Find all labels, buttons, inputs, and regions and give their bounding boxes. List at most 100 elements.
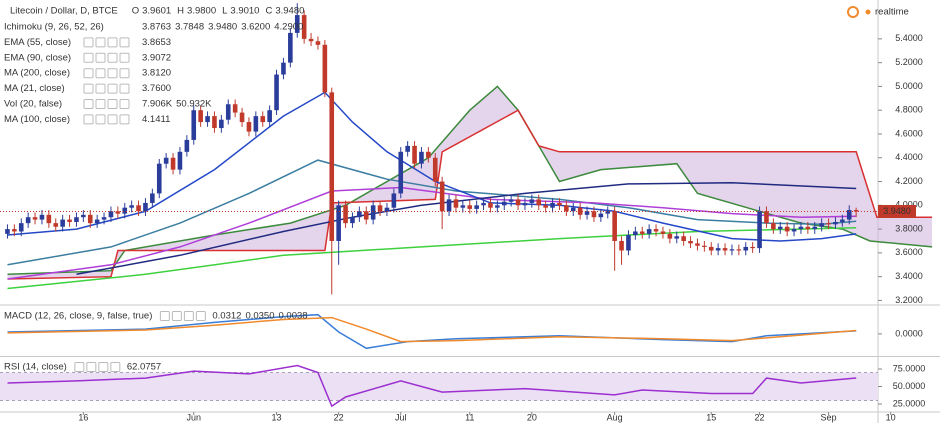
- legend-button: [83, 114, 94, 125]
- legend-value: 4.2900: [274, 22, 303, 33]
- legend-button: [83, 99, 94, 109]
- x-tick-label: Jun: [186, 412, 201, 422]
- legend-button: [107, 68, 118, 79]
- candle-body: [246, 122, 252, 132]
- candle-body: [219, 119, 224, 129]
- candle-body: [764, 211, 769, 224]
- candle-body: [646, 229, 652, 234]
- candle-body: [281, 62, 286, 75]
- candle-body: [522, 202, 528, 206]
- legend-value: 3.9072: [142, 52, 171, 63]
- candle-body: [446, 199, 452, 212]
- ohlc-key: H: [177, 6, 184, 17]
- indicator-line: [7, 186, 857, 280]
- candle-body: [674, 236, 680, 239]
- legend-button: [195, 311, 206, 321]
- candle-body: [350, 217, 355, 224]
- candle-body: [550, 202, 555, 208]
- candle-body: [39, 214, 45, 220]
- last-price-label: 3.9480: [883, 206, 911, 216]
- legend-button: [110, 362, 121, 372]
- candle-body: [481, 202, 486, 206]
- legend-value: 3.8763: [142, 22, 171, 33]
- indicator-line: [7, 316, 857, 343]
- legend-value: 3.7848: [175, 22, 204, 33]
- candle-body: [274, 74, 279, 111]
- candle-body: [46, 214, 52, 224]
- legend-button: [107, 114, 118, 125]
- candle-body: [488, 202, 493, 208]
- candle-body: [598, 213, 604, 218]
- candle-body: [18, 223, 24, 232]
- candle-body: [412, 145, 417, 164]
- indicator-line: [7, 313, 857, 350]
- legend-button: [107, 37, 118, 48]
- legend-button: [83, 68, 94, 79]
- candle-body: [212, 116, 217, 129]
- legend-value: 3.7600: [142, 83, 171, 94]
- candle-body: [329, 92, 335, 241]
- candle-body: [853, 210, 859, 212]
- candle-body: [432, 157, 438, 182]
- y-tick-label: 4.0000: [895, 200, 923, 210]
- candle-body: [508, 199, 514, 202]
- legend-value: 3.6200: [241, 22, 270, 33]
- candle-body: [294, 15, 300, 33]
- candle-body: [184, 139, 190, 152]
- realtime-icon[interactable]: [847, 6, 859, 18]
- x-tick-label: 22: [334, 412, 344, 422]
- candle-body: [605, 211, 611, 214]
- legend-name: MA (21, close): [4, 83, 65, 94]
- candle-body: [743, 246, 749, 251]
- candle-body: [322, 44, 328, 93]
- candle-body: [515, 199, 521, 206]
- candle-body: [612, 211, 617, 241]
- candle-body: [419, 151, 424, 164]
- legend-button: [119, 68, 130, 79]
- candle-body: [619, 240, 624, 251]
- y-tick-label: 5.0000: [895, 81, 923, 91]
- legend-button: [183, 311, 194, 321]
- ohlc-key: L: [222, 6, 227, 17]
- candle-body: [715, 248, 721, 251]
- candle-body: [12, 229, 17, 232]
- legend-name: Ichimoku (9, 26, 52, 26): [4, 22, 104, 33]
- x-tick-label: 13: [272, 412, 282, 422]
- x-tick-label: 15: [706, 412, 716, 422]
- realtime-dot: [865, 9, 871, 15]
- candle-body: [301, 15, 307, 39]
- legend-button: [83, 37, 94, 48]
- candle-body: [584, 211, 590, 215]
- candle-body: [453, 199, 459, 208]
- legend-button: [119, 52, 130, 63]
- ichimoku-lead-b: [7, 109, 933, 280]
- candle-body: [156, 163, 162, 194]
- legend-button: [119, 83, 130, 94]
- candle-body: [163, 157, 169, 164]
- indicator-line: [76, 181, 857, 276]
- candle-body: [191, 110, 197, 140]
- y-tick-label: 3.4000: [895, 271, 923, 281]
- candle-body: [495, 205, 500, 208]
- candle-body: [570, 207, 576, 212]
- legend-value: 4.1411: [142, 114, 170, 125]
- legend-button: [119, 114, 130, 125]
- ohlc-value: 3.9601: [142, 6, 171, 17]
- panel-value: 0.0312: [212, 311, 241, 322]
- candle-body: [370, 205, 376, 220]
- candle-body: [722, 248, 728, 251]
- y-tick-label: 0.0000: [895, 328, 923, 338]
- candle-body: [81, 214, 86, 218]
- candle-body: [343, 205, 348, 224]
- candle-body: [253, 116, 259, 132]
- candle-body: [25, 217, 31, 224]
- legend-button: [98, 362, 109, 372]
- panel-value: 0.0038: [279, 311, 308, 322]
- candle-body: [474, 205, 479, 209]
- candle-body: [695, 243, 700, 246]
- candle-body: [439, 181, 445, 212]
- candle-body: [94, 219, 100, 224]
- legend-button: [107, 83, 118, 94]
- legend-name: MA (100, close): [4, 114, 70, 125]
- candle-body: [115, 211, 121, 214]
